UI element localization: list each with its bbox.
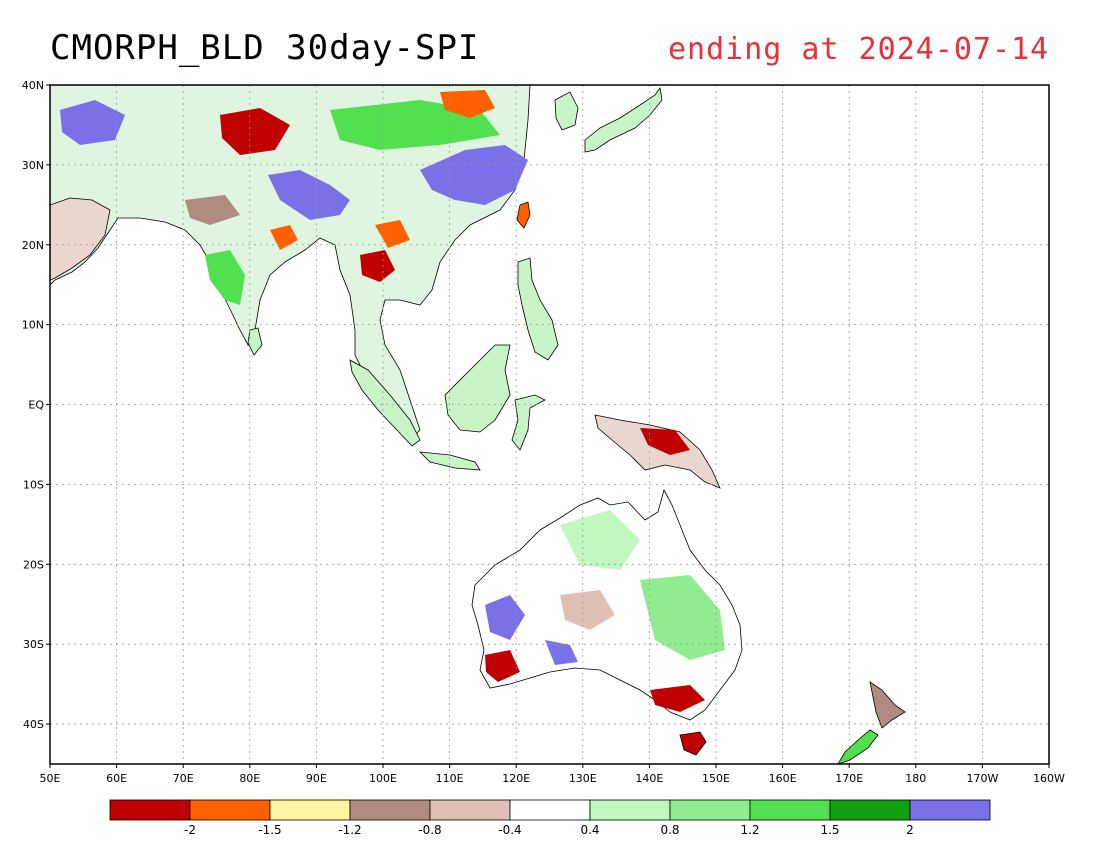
sri-lanka-landmass [247,327,263,356]
new-zealand-north-island [869,681,906,729]
new-guinea-landmass [594,414,721,489]
borneo-landmass [444,344,511,433]
lon-tick-label: 170W [966,772,998,785]
colorbar-swatch [909,799,991,821]
arabia-landmass [50,197,111,281]
lon-tick-label: 90E [306,772,327,785]
wet-patch-northwest [60,100,125,145]
lon-tick-label: 100E [369,772,397,785]
map-gridlines [50,85,1049,764]
philippines-landmass [517,257,559,361]
colorbar-swatch [509,799,591,821]
lon-tick-label: 50E [40,772,61,785]
taiwan-landmass [516,201,531,229]
lon-tick-label: 70E [173,772,194,785]
dry-patch-australia-se [650,685,705,712]
lat-tick-label: 10N [22,319,44,332]
lat-tick-label: 30S [23,638,44,651]
lon-tick-label: 150E [702,772,730,785]
lat-tick-label: 10S [23,478,44,491]
lon-tick-label: 170E [835,772,863,785]
spi-colorbar: -2 -1.5 -1.2 -0.8 -0.4 0.4 0.8 1.2 1.5 2 [109,799,991,837]
green-patch-australia-north [560,510,640,570]
colorbar-swatch [429,799,511,821]
lon-tick-label: 180 [905,772,926,785]
colorbar-label: 0.8 [660,823,679,837]
green-patch-india [205,250,245,305]
longitude-axis: 50E 60E 70E 80E 90E 100E 110E 120E 130E 140E 150E 1… [40,764,1065,785]
spi-dry-patches [185,90,705,712]
colorbar-label: -1.2 [338,823,361,837]
dry-patch-tibet [220,108,290,155]
green-patch-australia-east [640,575,725,660]
asia-landmass [50,85,531,441]
latitude-axis: 40N 30N 20N 10N EQ 10S 20S 30S 40S [22,79,50,731]
colorbar-label: -1.5 [258,823,281,837]
colorbar-swatch [829,799,911,821]
lon-tick-label: 60E [106,772,127,785]
dry-patch-mongolia [440,90,495,118]
korea-landmass [554,91,579,131]
colorbar-label: 1.2 [740,823,759,837]
lon-tick-label: 160E [769,772,797,785]
lon-tick-label: 120E [502,772,530,785]
lon-tick-label: 80E [239,772,260,785]
map-title: CMORPH_BLD 30day-SPI [50,28,480,68]
colorbar-label: -0.8 [418,823,441,837]
colorbar-swatch [669,799,751,821]
lat-tick-label: 30N [22,159,44,172]
colorbar-label: 1.5 [820,823,839,837]
brown-patch-india-north [185,195,240,225]
colorbar-swatch [749,799,831,821]
lon-tick-label: 110E [436,772,464,785]
java-landmass [418,451,481,471]
lon-tick-label: 160W [1033,772,1065,785]
land-layer [50,85,906,764]
colorbar-swatch [589,799,671,821]
colorbar-label: 0.4 [580,823,599,837]
wet-patch-australia-west [485,595,525,640]
tasmania-landmass [679,731,707,756]
colorbar-swatch [109,799,191,821]
dry-patch-indochina [360,250,395,282]
wet-patch-tibet [268,170,350,220]
colorbar-label: -0.4 [498,823,521,837]
lat-tick-label: 40N [22,79,44,92]
lat-tick-label: 20S [23,558,44,571]
wet-patch-australia-south [545,640,578,665]
dry-patch-australia-sw [485,650,520,682]
new-zealand-south-island [837,729,879,764]
colorbar-swatch [349,799,431,821]
map-frame [49,84,1050,765]
brown-patch-australia-center [560,590,615,630]
sulawesi-landmass [511,394,546,451]
lon-tick-label: 130E [569,772,597,785]
lat-tick-label: EQ [28,399,44,412]
colorbar-label: 2 [906,823,914,837]
colorbar-label: -2 [184,823,196,837]
colorbar-swatch [189,799,271,821]
map-subtitle: ending at 2024-07-14 [668,32,1050,67]
colorbar-swatch [269,799,351,821]
lat-tick-label: 20N [22,239,44,252]
spi-wet-patches [60,100,725,665]
dry-patch-new-guinea [640,428,690,455]
dry-patch-bangladesh [270,225,298,250]
lon-tick-label: 140E [635,772,663,785]
japan-landmass [584,86,663,153]
dry-patch-south-china [375,220,410,248]
wet-patch-china [420,145,528,205]
lat-tick-label: 40S [23,718,44,731]
